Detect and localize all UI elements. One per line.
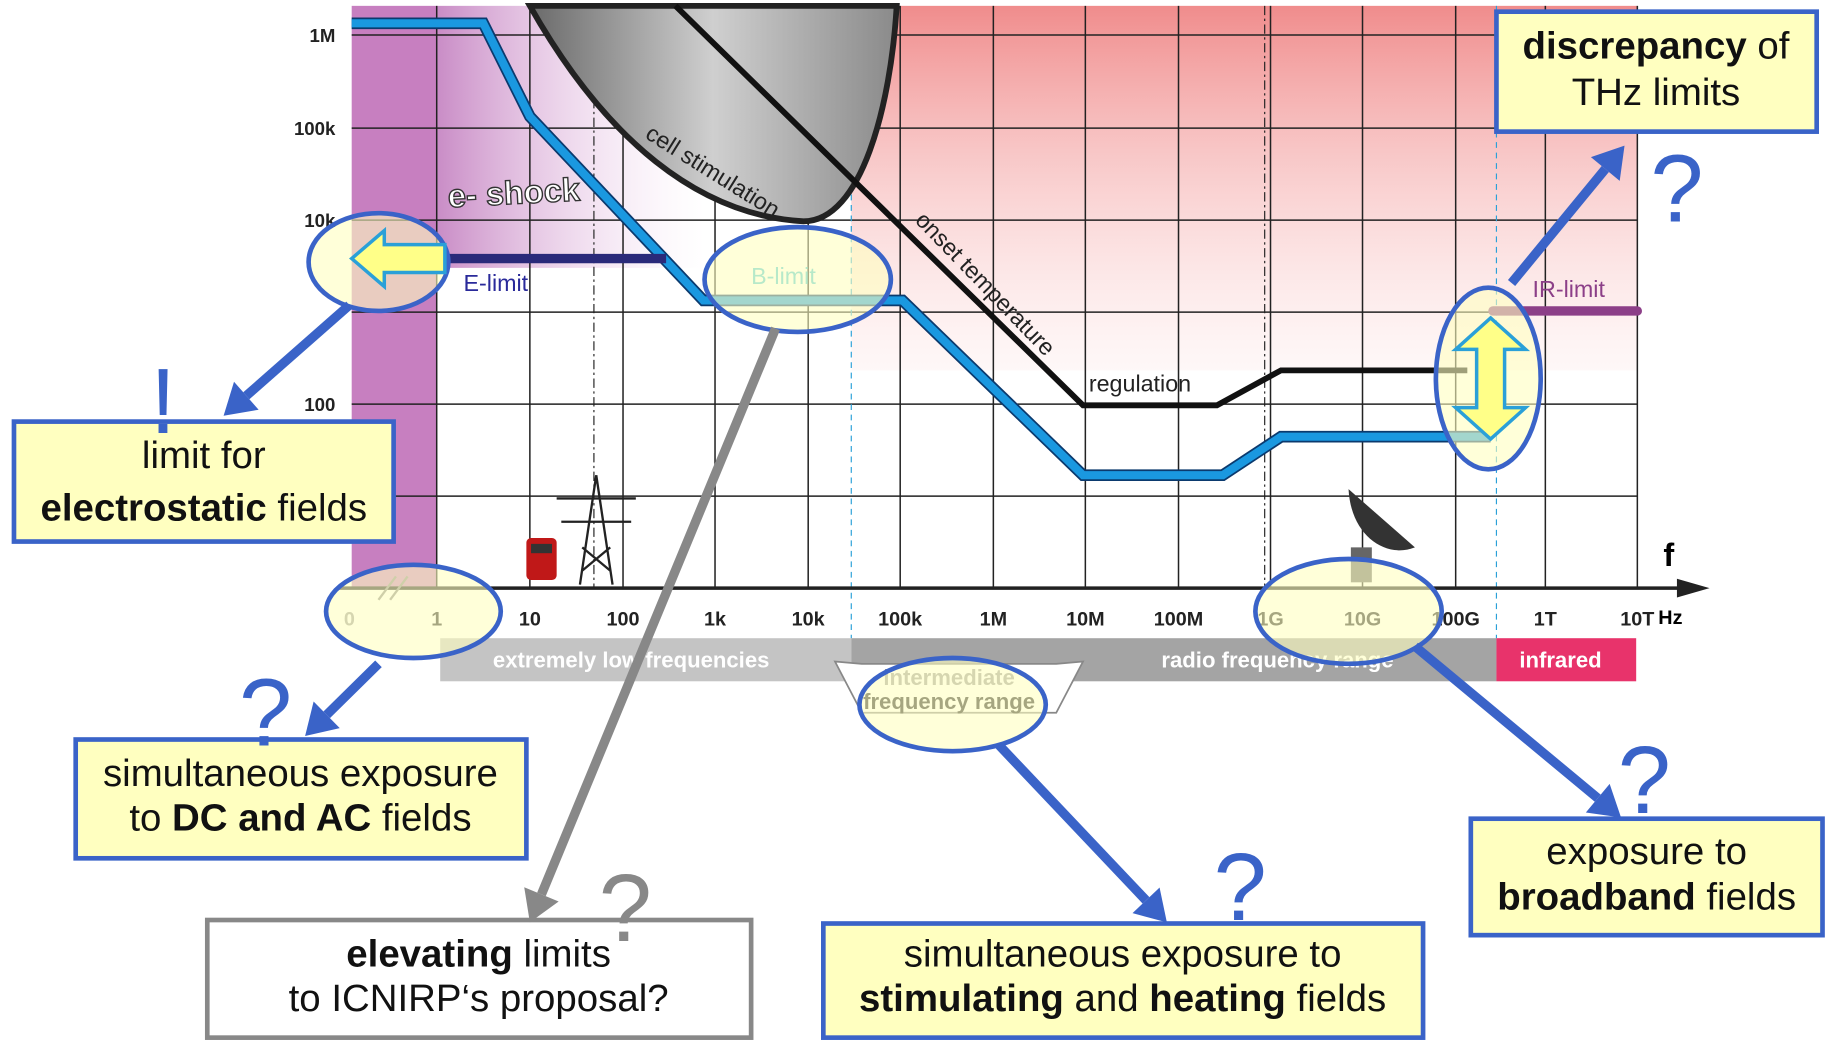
callout-text: simultaneous exposure to	[904, 933, 1342, 976]
arrow	[323, 660, 382, 719]
x-tick-label: 1T	[1534, 608, 1557, 630]
train-icon	[526, 538, 557, 580]
x-tick-label: 1M	[980, 608, 1007, 630]
arrow	[995, 742, 1150, 904]
shock-label: e- shock	[447, 170, 582, 214]
question-mark: ?	[1214, 835, 1267, 941]
band-label: infrared	[1519, 647, 1601, 672]
callout-segment: limit for	[142, 434, 266, 477]
arrow-head	[1590, 145, 1625, 181]
question-mark: ?	[239, 660, 292, 766]
callout-text: exposure to	[1546, 830, 1747, 873]
y-tick-label: 1M	[310, 25, 336, 46]
callout-segment: fields	[1696, 876, 1796, 919]
callout-segment: broadband	[1497, 876, 1695, 919]
x-tick-label: 1k	[704, 608, 727, 630]
x-tick-label: 10k	[792, 608, 826, 630]
callout-text: to ICNIRP‘s proposal?	[289, 977, 669, 1020]
arrow	[1507, 166, 1609, 286]
callout-text: stimulating and heating fields	[859, 977, 1386, 1020]
callout-segment: to ICNIRP‘s proposal?	[289, 977, 669, 1020]
pylon-icon	[556, 474, 636, 585]
arrow-head	[223, 381, 259, 416]
callout-segment: DC and AC	[172, 796, 371, 839]
question-mark: ?	[1618, 728, 1671, 834]
arrow	[1411, 642, 1601, 802]
callout-text: electrostatic fields	[40, 487, 367, 530]
callout-segment: heating	[1149, 977, 1286, 1020]
x-tick-label: 100	[607, 608, 640, 630]
arrow	[537, 326, 780, 897]
axis-unit: Hz	[1658, 607, 1682, 629]
callout-segment: to	[129, 796, 172, 839]
limit-curve	[351, 19, 1491, 480]
callout-text: simultaneous exposure	[103, 752, 498, 795]
exclamation-mark: !	[150, 349, 176, 453]
question-mark: ?	[1650, 136, 1703, 242]
x-tick-label: 10T	[1620, 608, 1654, 630]
callout-text: THz limits	[1572, 71, 1741, 114]
arrow-head	[524, 887, 559, 923]
callout-segment: fields	[267, 487, 367, 530]
callout-segment: discrepancy	[1523, 24, 1748, 67]
band-infrared	[1496, 638, 1637, 682]
curve-label: E-limit	[463, 270, 528, 296]
axis-arrow	[1676, 578, 1710, 598]
double-arrow	[1451, 315, 1531, 442]
x-tick-label: 100M	[1154, 608, 1203, 630]
arrow-head	[305, 701, 340, 737]
callout-box	[1468, 816, 1825, 938]
callout-text: discrepancy of	[1523, 24, 1790, 67]
arrow-head	[1132, 887, 1167, 923]
callout-text: limit for	[142, 434, 266, 477]
left-arrow	[349, 226, 447, 291]
callout-segment: fields	[371, 796, 471, 839]
question-mark: ?	[599, 856, 652, 962]
axis-name: f	[1663, 536, 1674, 573]
x-tick-label: 10	[519, 608, 541, 630]
y-tick-label: 100k	[294, 118, 336, 139]
callout-segment: THz limits	[1572, 71, 1741, 114]
highlight-ellipse	[1253, 556, 1445, 667]
callout-box	[73, 737, 529, 861]
callout-segment: elevating	[346, 933, 513, 976]
x-tick-label: 10M	[1066, 608, 1104, 630]
callout-segment: and	[1064, 977, 1149, 1020]
highlight-ellipse	[702, 224, 894, 335]
callout-segment: simultaneous exposure to	[904, 933, 1342, 976]
callout-segment: limits	[513, 933, 611, 976]
callout-text: broadband fields	[1497, 876, 1796, 919]
callout-box	[204, 917, 754, 1040]
curve-label: IR-limit	[1533, 276, 1606, 302]
callout-box	[11, 419, 396, 544]
callout-box	[1494, 9, 1820, 134]
callout-segment: fields	[1286, 977, 1386, 1020]
callout-segment: electrostatic	[40, 487, 266, 530]
highlight-ellipse	[323, 562, 504, 661]
arrow-head	[1585, 783, 1622, 818]
y-tick-label: 100	[304, 394, 335, 415]
callout-segment: exposure to	[1546, 830, 1747, 873]
callout-segment: stimulating	[859, 977, 1064, 1020]
curve-label: regulation	[1089, 370, 1191, 396]
callout-box	[821, 921, 1426, 1040]
x-tick-label: 100k	[878, 608, 923, 630]
onset-curve	[673, 3, 1468, 409]
arrow	[243, 301, 353, 400]
callout-segment: simultaneous exposure	[103, 752, 498, 795]
callout-segment: of	[1747, 24, 1790, 67]
callout-text: to DC and AC fields	[129, 796, 471, 839]
callout-text: elevating limits	[346, 933, 611, 976]
cell-stimulation-area	[524, 2, 900, 225]
highlight-ellipse	[857, 655, 1049, 754]
